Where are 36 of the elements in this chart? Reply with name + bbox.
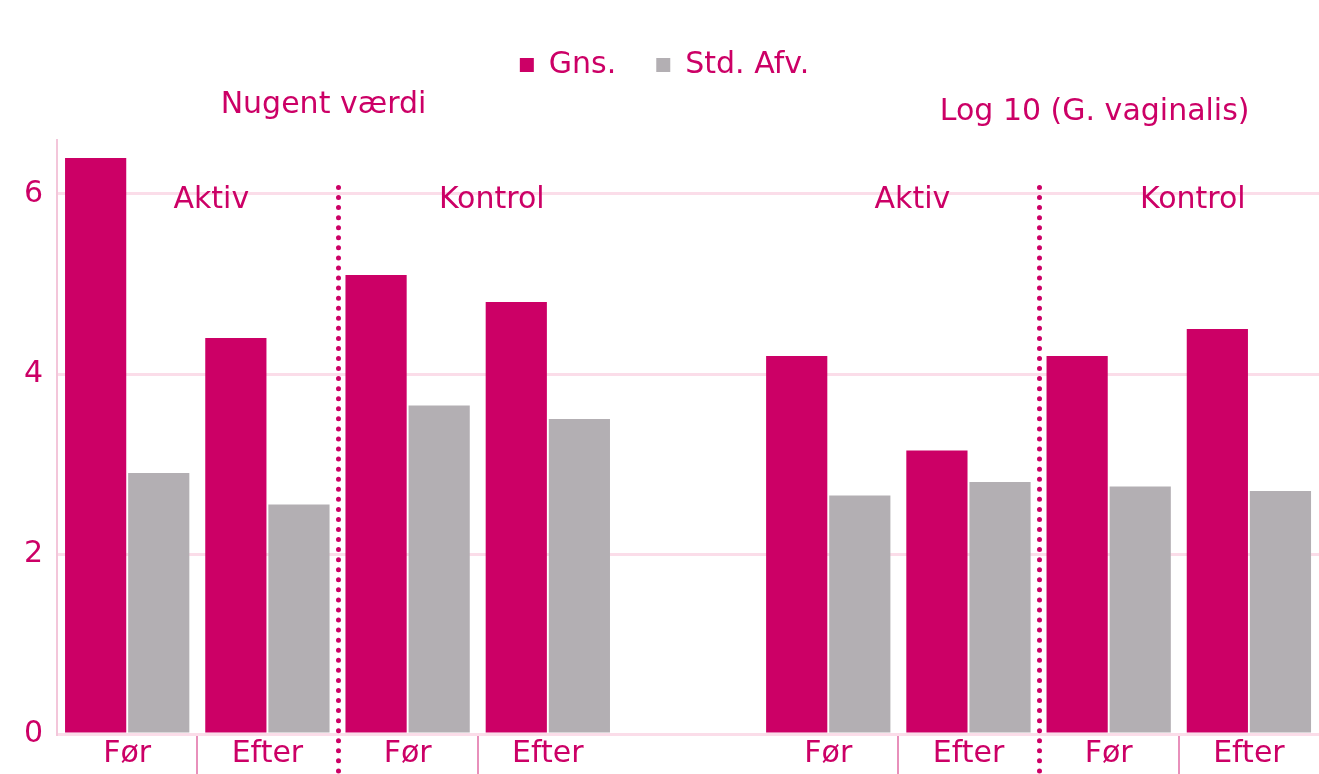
legend-label: Std. Afv. bbox=[685, 44, 810, 80]
bar bbox=[766, 356, 828, 733]
annotation: Aktiv bbox=[874, 179, 951, 215]
annotation: Aktiv bbox=[173, 179, 250, 215]
x-tick-label: Før bbox=[1084, 733, 1134, 769]
bar bbox=[128, 473, 190, 733]
annotation: Kontrol bbox=[1139, 179, 1246, 215]
y-tick-label: 4 bbox=[23, 353, 44, 389]
bar bbox=[548, 419, 610, 733]
text: Nugent værdi bbox=[220, 84, 427, 120]
bar bbox=[1249, 491, 1312, 733]
bar bbox=[205, 338, 267, 733]
x-tick-label: Før bbox=[804, 733, 853, 769]
bar bbox=[485, 302, 547, 733]
bar bbox=[65, 158, 127, 733]
bar bbox=[829, 495, 891, 733]
x-tick-label: Før bbox=[383, 733, 433, 769]
y-tick-label: 2 bbox=[23, 533, 44, 569]
x-tick-label: Efter bbox=[1213, 733, 1286, 769]
bar bbox=[268, 504, 330, 733]
bar bbox=[906, 450, 968, 733]
text: Log 10 (G. vaginalis) bbox=[939, 91, 1250, 127]
y-tick-label: 0 bbox=[23, 713, 44, 749]
bar bbox=[969, 482, 1031, 733]
x-tick-label: Før bbox=[103, 733, 152, 769]
legend-label: Gns. bbox=[548, 44, 617, 80]
bar bbox=[1109, 486, 1171, 733]
annotation: Kontrol bbox=[438, 179, 545, 215]
x-tick-label: Efter bbox=[512, 733, 585, 769]
bar bbox=[1186, 329, 1248, 733]
x-tick-label: Efter bbox=[231, 733, 304, 769]
x-tick-label: Efter bbox=[932, 733, 1005, 769]
bar bbox=[1046, 356, 1108, 733]
bar bbox=[408, 405, 470, 733]
bar bbox=[345, 275, 407, 733]
y-tick-label: 6 bbox=[23, 173, 44, 209]
